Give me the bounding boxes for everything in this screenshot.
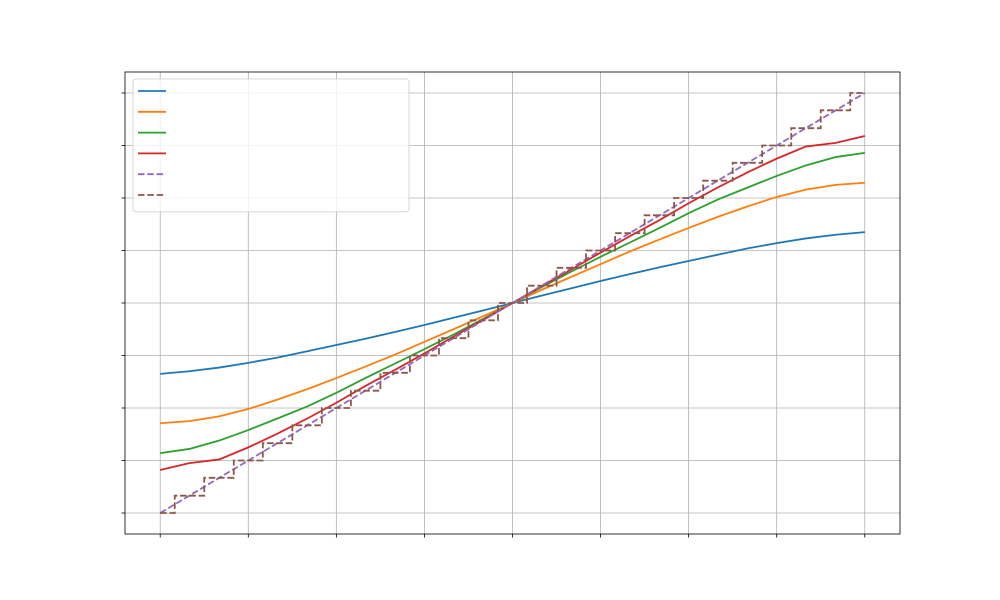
legend-box — [132, 78, 410, 213]
series-line — [160, 92, 865, 514]
axes-frame — [124, 71, 901, 535]
